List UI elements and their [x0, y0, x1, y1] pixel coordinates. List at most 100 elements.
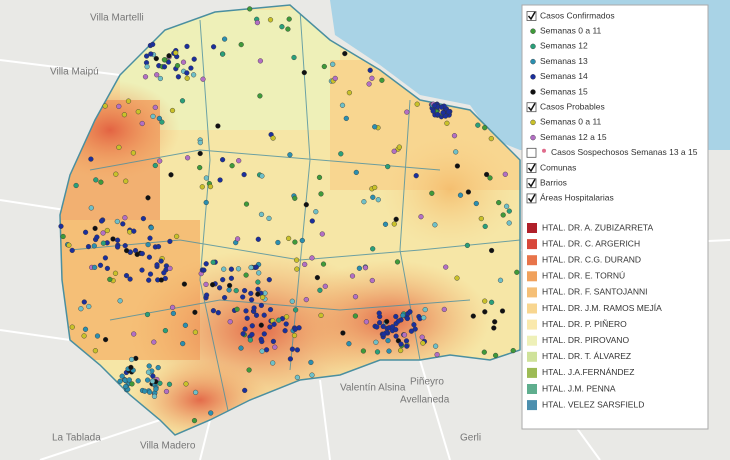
case-point: [242, 326, 248, 332]
case-point: [242, 288, 248, 294]
case-point: [255, 279, 261, 285]
case-point: [222, 295, 228, 301]
case-point: [192, 309, 198, 315]
case-point: [266, 215, 272, 222]
case-point: [86, 303, 92, 310]
case-point: [204, 292, 210, 298]
case-point: [411, 322, 417, 328]
case-point: [255, 291, 261, 297]
legend-swatch: [527, 335, 537, 346]
case-point: [123, 383, 129, 390]
case-point: [229, 163, 235, 169]
case-point: [442, 113, 449, 119]
legend-dot: [530, 28, 536, 34]
case-point: [119, 373, 125, 379]
case-point: [122, 215, 128, 221]
case-point: [161, 270, 167, 276]
case-point: [185, 155, 191, 161]
case-point: [175, 74, 182, 80]
case-point: [289, 298, 295, 304]
case-point: [258, 211, 265, 218]
case-point: [420, 340, 426, 346]
case-point: [369, 75, 375, 81]
case-point: [316, 174, 323, 181]
case-point: [381, 331, 387, 337]
case-point: [81, 299, 87, 305]
case-point: [257, 93, 263, 99]
case-point: [236, 158, 242, 164]
case-point: [144, 311, 151, 318]
case-point: [234, 306, 240, 312]
case-point: [146, 254, 153, 260]
case-point: [210, 308, 217, 314]
case-point: [446, 109, 452, 115]
legend-label: Semanas 15: [540, 86, 588, 96]
case-point: [396, 144, 403, 150]
legend-label: Semanas 0 a 11: [540, 25, 602, 35]
case-point: [382, 221, 389, 227]
case-point: [255, 236, 261, 242]
case-point: [454, 275, 460, 281]
case-point: [208, 410, 214, 416]
case-point: [140, 216, 147, 222]
case-point: [146, 363, 152, 369]
case-point: [267, 307, 274, 313]
case-point: [261, 312, 267, 318]
case-point: [151, 393, 158, 400]
case-point: [258, 322, 264, 328]
legend-dot: [530, 43, 536, 50]
case-point: [309, 218, 315, 224]
case-point: [308, 359, 314, 366]
case-point: [497, 277, 504, 283]
case-point: [215, 310, 221, 316]
case-point: [162, 328, 169, 334]
case-point: [404, 343, 410, 349]
case-point: [292, 326, 298, 332]
case-point: [235, 236, 241, 242]
case-point: [487, 175, 493, 181]
case-point: [200, 76, 206, 82]
case-point: [139, 120, 145, 127]
case-point: [292, 239, 298, 245]
case-point: [286, 235, 292, 242]
case-point: [432, 222, 438, 228]
case-point: [135, 109, 141, 115]
case-point: [227, 282, 233, 289]
case-point: [169, 107, 176, 114]
case-point: [243, 308, 249, 314]
case-point: [465, 189, 472, 195]
case-point: [243, 272, 249, 278]
case-point: [294, 257, 300, 263]
case-point: [496, 200, 502, 206]
case-point: [191, 418, 198, 424]
case-point: [418, 214, 424, 220]
case-point: [220, 51, 226, 57]
case-point: [92, 348, 99, 354]
case-point: [506, 208, 512, 214]
case-point: [318, 312, 324, 319]
case-point: [228, 266, 235, 272]
case-point: [88, 156, 94, 162]
case-point: [370, 246, 376, 252]
legend-swatch: [527, 271, 537, 282]
case-point: [322, 283, 328, 289]
case-point: [271, 321, 277, 327]
case-point: [393, 216, 399, 222]
case-point: [197, 150, 203, 157]
case-point: [102, 337, 109, 343]
case-point: [451, 133, 458, 139]
case-points: [58, 6, 520, 424]
case-point: [432, 102, 438, 109]
case-point: [151, 339, 157, 345]
case-point: [94, 333, 101, 339]
case-point: [125, 98, 132, 104]
case-point: [313, 209, 319, 215]
case-point: [321, 63, 327, 70]
case-point: [192, 329, 199, 335]
case-point: [203, 281, 209, 288]
case-point: [131, 228, 137, 234]
case-point: [203, 199, 209, 206]
case-point: [145, 195, 151, 201]
legend-label: HTAL. DR. P. PIÑERO: [542, 319, 627, 329]
